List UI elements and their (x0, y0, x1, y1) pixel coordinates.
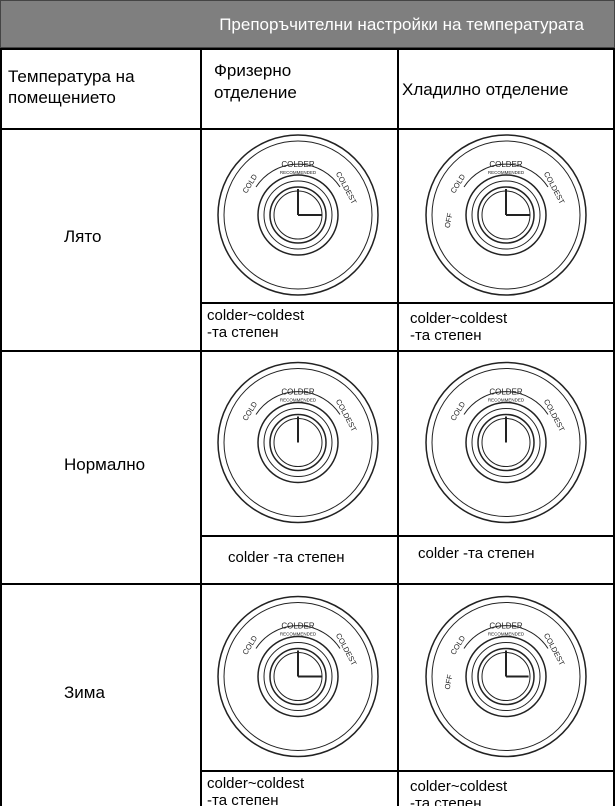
dial-ring (465, 401, 547, 484)
dial-ring (477, 413, 535, 472)
dial-arc (463, 625, 549, 649)
dial-ring (263, 180, 333, 250)
table-line (0, 48, 615, 50)
dial-label: COLDEST (542, 632, 567, 668)
dial-ring (217, 361, 379, 524)
dial-label: COLDER (281, 160, 315, 169)
column-header: Фризерно отделение (214, 61, 297, 102)
dial-ring (471, 408, 541, 477)
dial-label: COLDEST (542, 398, 567, 434)
column-header: Хладилно отделение (402, 80, 569, 99)
dial-ring (425, 595, 587, 758)
dial-ring (471, 642, 541, 711)
dial-ring (471, 180, 541, 250)
dial-hand (505, 189, 530, 216)
dial-ring (465, 635, 547, 718)
dial-ring (217, 134, 379, 296)
table-line (0, 128, 615, 130)
dial-label: COLDER (489, 622, 523, 631)
dial-ring (425, 134, 587, 296)
dial-label: COLDER (281, 622, 315, 631)
dial-label: COLDER (489, 160, 523, 169)
dial-label: RECOMMENDED (280, 632, 317, 637)
dial-ring (257, 401, 339, 484)
dial-ring (263, 408, 333, 477)
dial-ring (425, 361, 587, 524)
table-line (397, 48, 399, 806)
dial-ring (465, 174, 547, 256)
dial-arc (463, 163, 549, 188)
dial-label: COLDER (281, 388, 315, 397)
dial-label: RECOMMENDED (280, 170, 317, 175)
dial-label: COLDEST (542, 170, 567, 206)
dial-arc (255, 625, 341, 649)
dial-label: COLD (241, 172, 260, 195)
dial-arc (255, 163, 341, 188)
setting-text: colder -та степен (418, 545, 535, 562)
dial-ring (223, 602, 373, 751)
dial-arc (463, 391, 549, 415)
table-line (200, 302, 615, 304)
setting-text: colder~coldest -та степен (207, 307, 305, 341)
setting-text: colder~coldest -та степен (207, 775, 305, 806)
row-label: Лято (64, 227, 102, 246)
table-line (0, 48, 2, 806)
dial-ring (257, 174, 339, 256)
dial-label: RECOMMENDED (488, 398, 525, 403)
dial-ring (269, 647, 327, 706)
dial-label: COLD (449, 399, 468, 422)
setting-text: colder -та степен (228, 549, 345, 566)
header-title: Препоръчителни настройки на температурат… (0, 0, 615, 48)
dial-label: RECOMMENDED (488, 632, 525, 637)
dial-ring (269, 186, 327, 244)
dial-ring (263, 642, 333, 711)
table-line (0, 350, 615, 352)
column-header: Температура на помещението (8, 67, 135, 107)
dial-ring (431, 368, 581, 517)
row-label: Нормално (64, 454, 146, 474)
dial-ring (269, 413, 327, 472)
dial-ring (257, 635, 339, 718)
dial-hand (297, 650, 322, 678)
dial-ring (477, 186, 535, 244)
dial-label: RECOMMENDED (280, 398, 317, 403)
dial-ring (217, 595, 379, 758)
table-line (613, 48, 615, 806)
dial-ring (223, 140, 373, 290)
dial-ring (431, 602, 581, 751)
dial-label: COLDER (489, 388, 523, 397)
dial-arc (255, 391, 341, 415)
dial-label: COLD (449, 633, 468, 656)
table-line (200, 48, 202, 806)
table-line (200, 770, 615, 772)
dial-hand (505, 650, 529, 678)
dial-label: RECOMMENDED (488, 170, 525, 175)
row-label: Зима (64, 682, 105, 702)
dial-label: COLDEST (334, 170, 359, 206)
setting-text: colder~coldest -та степен (410, 778, 508, 806)
dial-ring (477, 647, 535, 706)
table-line (0, 583, 615, 585)
dial-label: COLD (241, 399, 260, 422)
dial-label: OFF (443, 212, 455, 229)
setting-text: colder~coldest -та степен (410, 310, 508, 344)
dial-label: COLD (241, 633, 260, 656)
dial-ring (431, 140, 581, 290)
dial-label: COLDEST (334, 632, 359, 668)
table-line (200, 535, 615, 537)
dial-ring (223, 368, 373, 517)
dial-label: COLDEST (334, 398, 359, 434)
dial-label: COLD (449, 172, 468, 195)
dial-hand (297, 189, 322, 216)
dial-label: OFF (443, 673, 455, 690)
